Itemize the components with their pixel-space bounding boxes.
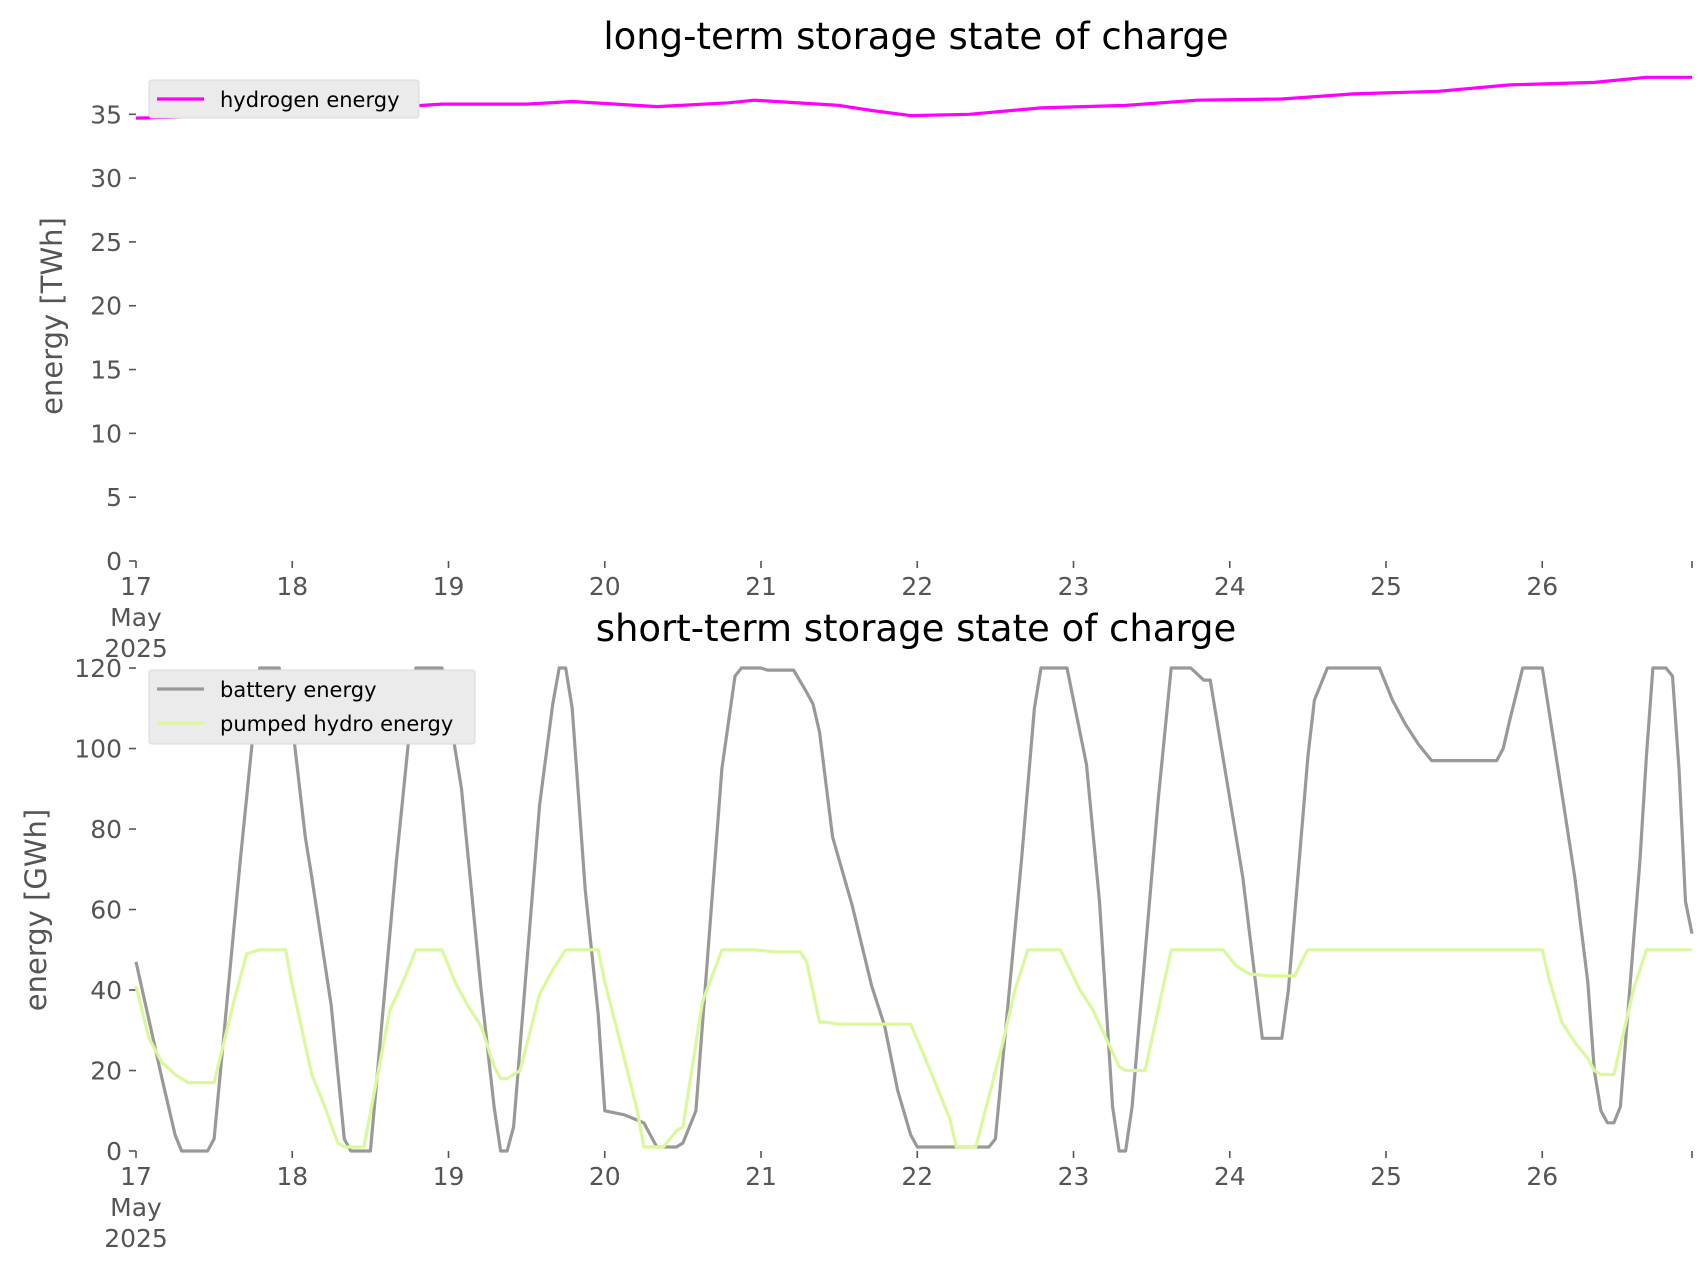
y-tick-label: 60	[90, 896, 122, 925]
x-tick-label: 20	[589, 1162, 621, 1191]
x-tick-label: 19	[433, 1162, 465, 1191]
y-axis-label-twh: energy [TWh]	[35, 217, 69, 415]
x-tick-label: 21	[745, 572, 777, 601]
x-tick-label: 22	[901, 572, 933, 601]
legend-label: battery energy	[220, 678, 377, 702]
x-tick-label: 21	[745, 1162, 777, 1191]
y-tick-label: 15	[90, 356, 122, 385]
y-tick-label: 20	[90, 292, 122, 321]
y-tick-label: 100	[74, 735, 122, 764]
y-axis-label-gwh: energy [GWh]	[19, 809, 53, 1011]
long-term-storage-panel: long-term storage state of charge energy…	[35, 15, 1693, 663]
x-tick-label: 22	[901, 1162, 933, 1191]
x-tick-label: 18	[276, 572, 308, 601]
x-tick-label: 25	[1370, 572, 1402, 601]
chart-title-long-term: long-term storage state of charge	[603, 15, 1228, 58]
x-tick-label: 24	[1214, 572, 1246, 601]
x-tick-label: 23	[1058, 1162, 1090, 1191]
x-tick-label: 24	[1214, 1162, 1246, 1191]
x-tick-label: 25	[1370, 1162, 1402, 1191]
series-line-pumped_hydro	[134, 948, 1692, 1149]
x-tick-label: 23	[1058, 572, 1090, 601]
x-tick-label: 19	[433, 572, 465, 601]
y-tick-label: 0	[106, 1137, 122, 1166]
y-tick-label: 80	[90, 815, 122, 844]
y-tick-label: 10	[90, 419, 122, 448]
chart-title-short-term: short-term storage state of charge	[596, 607, 1237, 650]
legend-box	[148, 669, 476, 745]
x-tick-label: 18	[276, 1162, 308, 1191]
y-tick-label: 40	[90, 976, 122, 1005]
short-term-storage-panel: short-term storage state of charge energ…	[19, 607, 1694, 1253]
legend-label: hydrogen energy	[220, 88, 400, 112]
y-tick-label: 0	[106, 547, 122, 576]
x-tick-label: 26	[1526, 1162, 1558, 1191]
x-tick-label: 26	[1526, 572, 1558, 601]
legend-label: pumped hydro energy	[220, 712, 453, 736]
y-tick-label: 25	[90, 228, 122, 257]
y-tick-label: 30	[90, 164, 122, 193]
x-tick-label: 20	[589, 572, 621, 601]
y-tick-label: 20	[90, 1057, 122, 1086]
y-tick-label: 120	[74, 654, 122, 683]
x-tick-label: 17 May 2025	[104, 572, 168, 663]
y-tick-label: 5	[106, 483, 122, 512]
y-tick-label: 35	[90, 100, 122, 129]
legend-box	[148, 79, 420, 119]
x-tick-label: 17 May 2025	[104, 1162, 168, 1253]
series-line-battery	[134, 666, 1694, 1153]
